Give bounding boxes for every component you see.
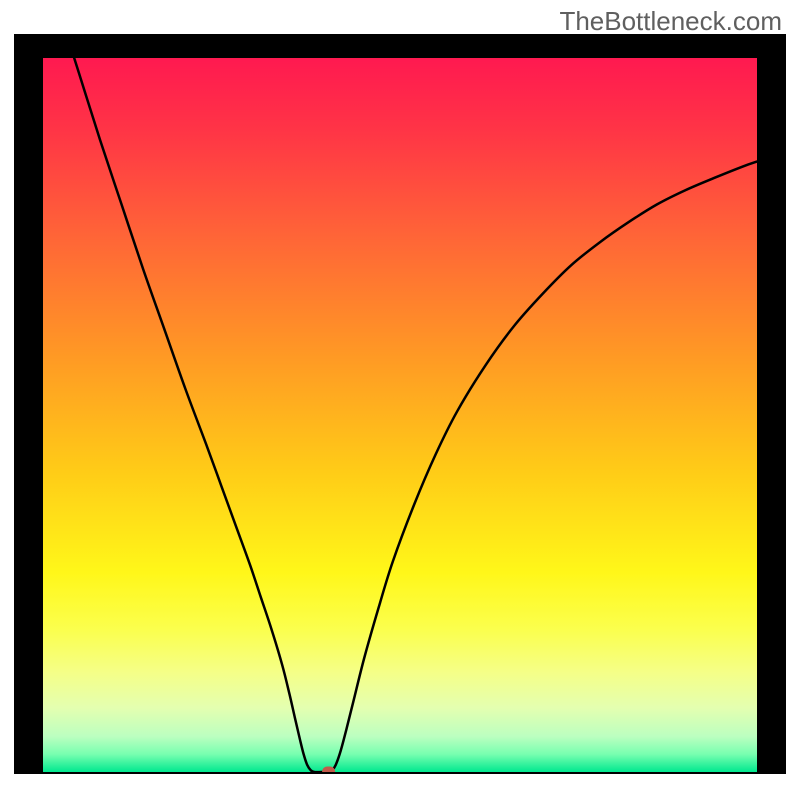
chart-frame [14, 34, 786, 774]
bottleneck-curve-chart [43, 58, 757, 772]
watermark-text: TheBottleneck.com [559, 6, 782, 37]
chart-wrapper: TheBottleneck.com [0, 0, 800, 800]
chart-plot-area [43, 58, 757, 772]
gradient-background [43, 58, 757, 772]
